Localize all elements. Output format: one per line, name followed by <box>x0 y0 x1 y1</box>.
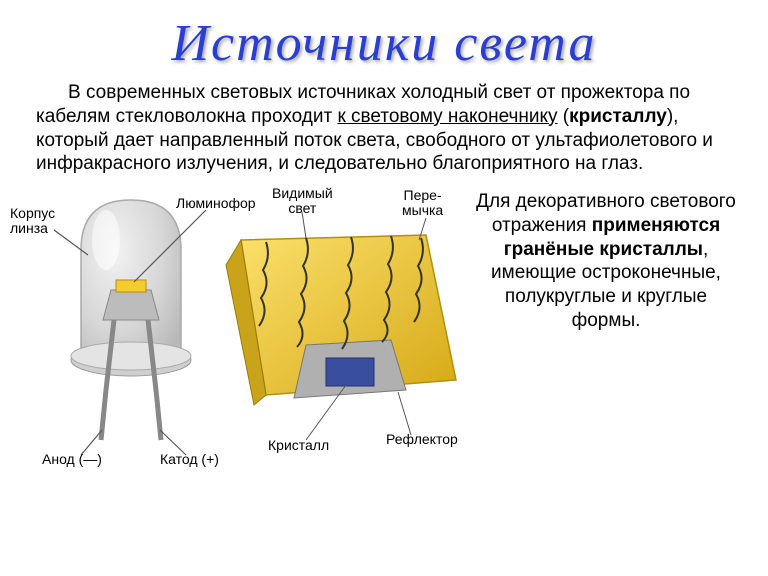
label-kristall: Кристалл <box>268 438 329 453</box>
label-luminofor: Люминофор <box>176 196 256 211</box>
label-peremychka: Пере-мычка <box>402 188 443 217</box>
p1-text-b: ( <box>558 106 570 127</box>
label-katod: Катод (+) <box>160 452 219 467</box>
p1-underline: к световому наконечнику <box>337 106 557 127</box>
label-vidimyj: Видимыйсвет <box>272 186 333 215</box>
label-anod: Анод (—) <box>42 452 102 467</box>
side-paragraph: Для декоративного светового отражения пр… <box>466 180 748 333</box>
label-reflektor: Рефлектор <box>386 432 458 447</box>
led-diagram: Корпуслинза Люминофор Видимыйсвет Пере-м… <box>6 180 466 490</box>
intro-paragraph: В современных световых источниках холодн… <box>0 73 768 176</box>
label-korpus: Корпуслинза <box>10 206 55 235</box>
p1-bold: кристаллу <box>569 106 667 127</box>
page-title: Источники света <box>0 0 768 73</box>
